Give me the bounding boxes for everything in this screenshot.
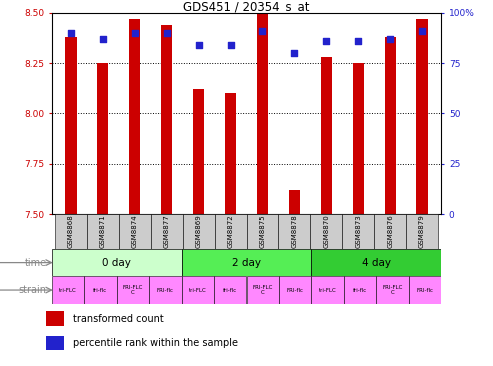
Text: GSM8869: GSM8869 [196, 214, 202, 249]
Point [290, 50, 298, 56]
Text: GSM8877: GSM8877 [164, 214, 170, 249]
Text: 0 day: 0 day [102, 258, 131, 268]
Bar [214, 276, 246, 304]
Bar [181, 249, 312, 276]
Bar [193, 89, 204, 214]
Text: FRI-flc: FRI-flc [157, 288, 174, 292]
Text: strain: strain [19, 285, 47, 295]
Bar [66, 37, 76, 214]
Text: GSM8871: GSM8871 [100, 214, 106, 249]
Bar [385, 37, 396, 214]
Bar [312, 249, 441, 276]
Bar [342, 214, 374, 249]
Text: FRI-FLC
C: FRI-FLC C [123, 285, 143, 295]
Bar [312, 276, 344, 304]
Text: FRI-flc: FRI-flc [417, 288, 433, 292]
Bar [352, 63, 364, 214]
Point [258, 28, 266, 34]
Bar [117, 276, 149, 304]
Text: GSM8878: GSM8878 [291, 214, 297, 249]
Text: transformed count: transformed count [72, 314, 163, 324]
Text: GSM8879: GSM8879 [419, 214, 425, 249]
Bar [214, 214, 246, 249]
Point [67, 30, 75, 36]
Bar [225, 93, 236, 214]
Text: FRI-FLC
C: FRI-FLC C [252, 285, 273, 295]
Bar [151, 214, 182, 249]
Point [354, 38, 362, 44]
Point [195, 42, 203, 48]
Text: percentile rank within the sample: percentile rank within the sample [72, 338, 238, 348]
Bar [321, 57, 332, 214]
Bar [46, 336, 65, 351]
Point [131, 30, 139, 36]
Bar [279, 214, 311, 249]
Bar [246, 214, 279, 249]
Title: GDS451 / 20354_s_at: GDS451 / 20354_s_at [183, 0, 310, 13]
Text: FRI-flc: FRI-flc [287, 288, 304, 292]
Text: tri-FLC: tri-FLC [59, 288, 77, 292]
Text: GSM8872: GSM8872 [228, 215, 234, 248]
Bar [46, 311, 65, 326]
Bar [417, 19, 427, 214]
Bar [344, 276, 376, 304]
Bar [257, 13, 268, 214]
Bar [149, 276, 181, 304]
Bar [409, 276, 441, 304]
Text: 2 day: 2 day [232, 258, 261, 268]
Text: tri-FLC: tri-FLC [319, 288, 337, 292]
Bar [84, 276, 117, 304]
Text: GSM8870: GSM8870 [323, 214, 329, 249]
Text: fri-flc: fri-flc [223, 288, 238, 292]
Bar [374, 214, 406, 249]
Point [386, 36, 394, 42]
Text: GSM8873: GSM8873 [355, 214, 361, 249]
Bar [279, 276, 312, 304]
Text: fri-flc: fri-flc [93, 288, 107, 292]
Bar [55, 214, 87, 249]
Bar [52, 276, 84, 304]
Bar [406, 214, 438, 249]
Text: FRI-FLC
C: FRI-FLC C [383, 285, 403, 295]
Bar [289, 190, 300, 214]
Bar [52, 249, 181, 276]
Bar [181, 276, 214, 304]
Text: GSM8875: GSM8875 [259, 215, 265, 248]
Bar [87, 214, 119, 249]
Bar [311, 214, 342, 249]
Point [163, 30, 171, 36]
Text: time: time [25, 258, 47, 268]
Text: GSM8868: GSM8868 [68, 214, 74, 249]
Bar [129, 19, 141, 214]
Point [99, 36, 107, 42]
Point [322, 38, 330, 44]
Bar [182, 214, 214, 249]
Bar [119, 214, 151, 249]
Bar [161, 25, 172, 214]
Bar [97, 63, 108, 214]
Text: fri-flc: fri-flc [353, 288, 367, 292]
Text: tri-FLC: tri-FLC [189, 288, 207, 292]
Bar [376, 276, 409, 304]
Bar [246, 276, 279, 304]
Text: GSM8876: GSM8876 [387, 214, 393, 249]
Point [227, 42, 235, 48]
Point [418, 28, 426, 34]
Text: GSM8874: GSM8874 [132, 215, 138, 248]
Text: 4 day: 4 day [362, 258, 391, 268]
